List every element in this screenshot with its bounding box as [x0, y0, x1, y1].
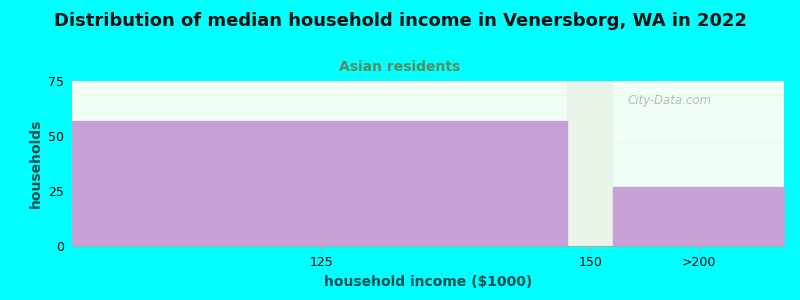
Bar: [567, 81, 613, 246]
Text: Asian residents: Asian residents: [339, 60, 461, 74]
Text: Distribution of median household income in Venersborg, WA in 2022: Distribution of median household income …: [54, 12, 746, 30]
Y-axis label: households: households: [29, 119, 43, 208]
X-axis label: household income ($1000): household income ($1000): [324, 275, 532, 289]
Text: City-Data.com: City-Data.com: [627, 94, 711, 107]
